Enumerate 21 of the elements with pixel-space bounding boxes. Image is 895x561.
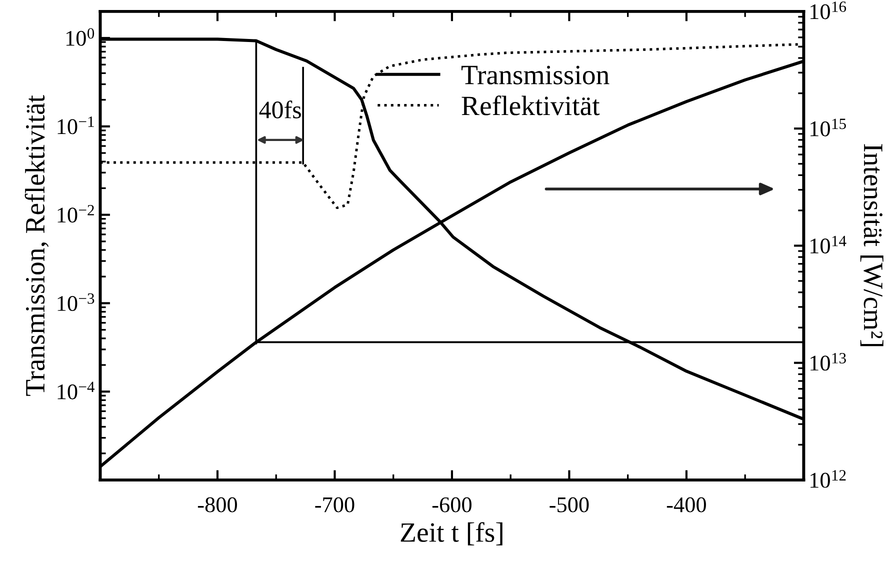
y-tick-label: 10$^{14}$ xyxy=(810,236,846,254)
y-tick-label: 10$^{16}$ xyxy=(810,2,846,20)
y-axis-title: Intensität [W/cm²] xyxy=(860,144,884,346)
y-axis-title: Transmission, Reflektivität xyxy=(24,95,49,396)
y-tick-label: 10$^{12}$ xyxy=(810,470,846,488)
y-tick-label: 10$^{−3}$ xyxy=(58,293,94,312)
legend-label: Transmission xyxy=(461,66,610,84)
y-tick-label: 10$^{13}$ xyxy=(810,352,846,371)
y-tick-label: 10$^{15}$ xyxy=(810,118,846,136)
legend-label: Reflektivität xyxy=(462,95,600,116)
y-tick-label: 10$^{−2}$ xyxy=(58,204,94,223)
y-tick-label: 10$^{−4}$ xyxy=(58,382,95,400)
y-tick-label: 10$^{−1}$ xyxy=(58,116,94,134)
x-tick-label: -400 xyxy=(666,497,706,512)
x-tick-label: -800 xyxy=(198,497,238,512)
y-tick-label: 10$^{0}$ xyxy=(66,28,94,46)
annotation: 40fs xyxy=(259,100,301,118)
x-tick-label: -700 xyxy=(315,497,354,512)
x-tick-label: -600 xyxy=(432,497,472,512)
x-tick-label: -500 xyxy=(550,497,589,512)
x-axis-title: Zeit t [fs] xyxy=(400,522,502,546)
